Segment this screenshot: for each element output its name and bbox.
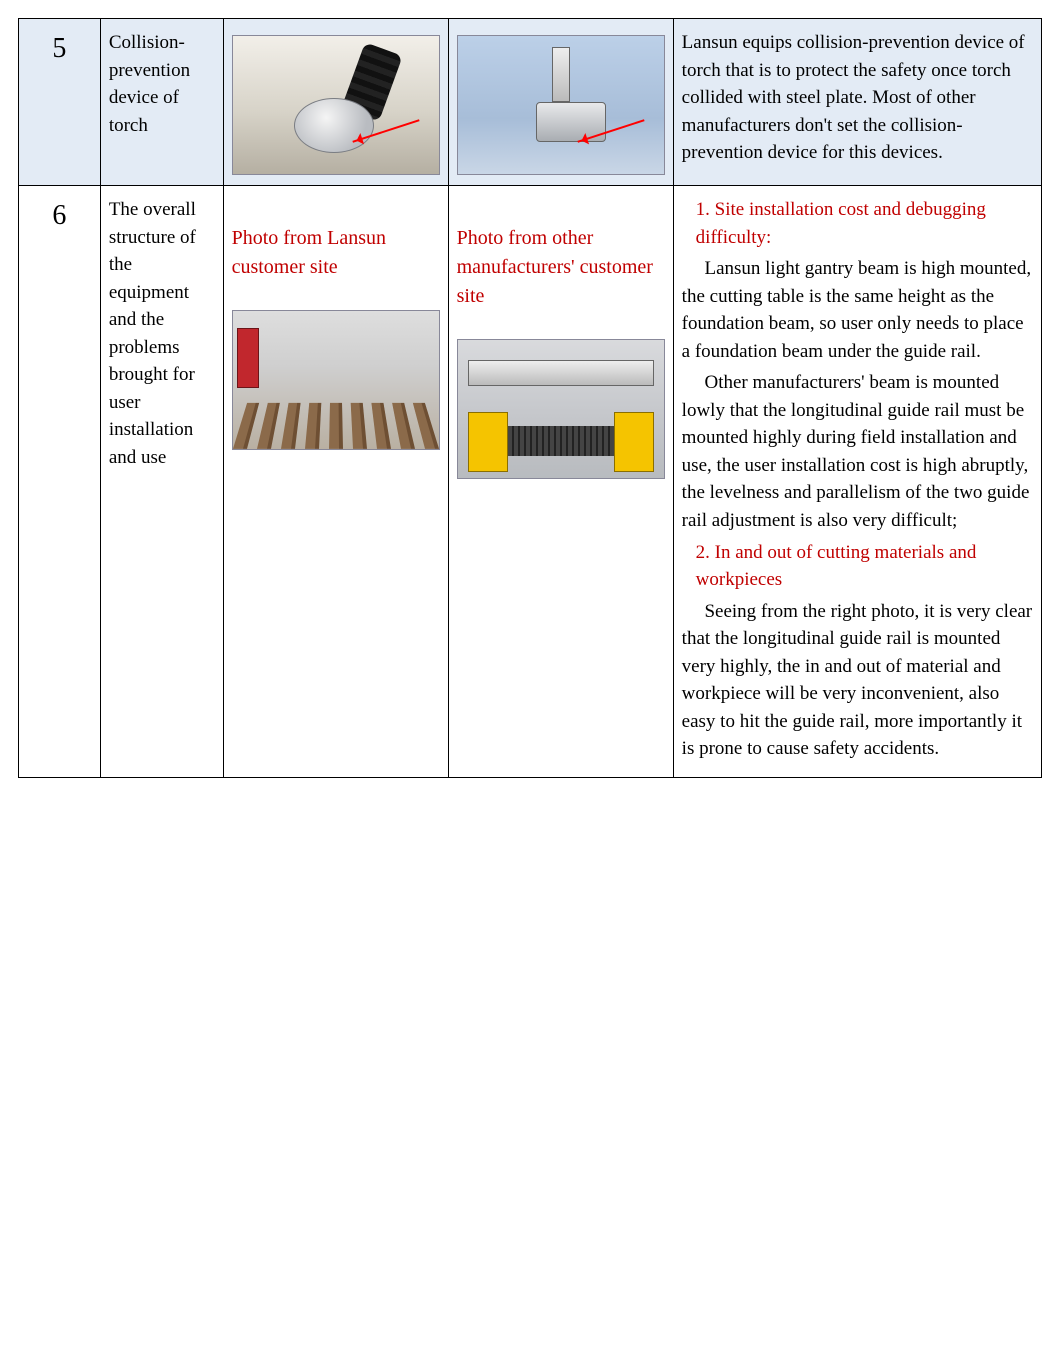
row-title: Collision-prevention device of torch xyxy=(100,19,223,186)
photo-caption-lansun: Photo from Lansun customer site xyxy=(232,224,440,282)
photo-other-customer-site xyxy=(457,339,665,479)
image-cell-other xyxy=(448,19,673,186)
row-title: The overall structure of the equipment a… xyxy=(100,186,223,778)
table-row: 6 The overall structure of the equipment… xyxy=(19,186,1042,778)
description-text: Seeing from the right photo, it is very … xyxy=(682,598,1033,763)
description-text: Lansun equips collision-prevention devic… xyxy=(682,29,1033,167)
photo-caption-other: Photo from other manufacturers' customer… xyxy=(457,224,665,311)
row-number: 6 xyxy=(19,186,101,778)
description-heading-2: 2. In and out of cutting materials and w… xyxy=(682,539,1033,594)
description-heading-1: 1. Site installation cost and debugging … xyxy=(682,196,1033,251)
description-text: Other manufacturers' beam is mounted low… xyxy=(682,369,1033,534)
photo-other-torch-device xyxy=(457,35,665,175)
image-cell-lansun xyxy=(223,19,448,186)
photo-lansun-torch-device xyxy=(232,35,440,175)
table-row: 5 Collision-prevention device of torch L… xyxy=(19,19,1042,186)
description-text: Lansun light gantry beam is high mounted… xyxy=(682,255,1033,365)
row-number: 5 xyxy=(19,19,101,186)
image-cell-lansun: Photo from Lansun customer site xyxy=(223,186,448,778)
description-cell: Lansun equips collision-prevention devic… xyxy=(673,19,1041,186)
description-cell: 1. Site installation cost and debugging … xyxy=(673,186,1041,778)
photo-lansun-customer-site xyxy=(232,310,440,450)
comparison-table: 5 Collision-prevention device of torch L… xyxy=(18,18,1042,778)
image-cell-other: Photo from other manufacturers' customer… xyxy=(448,186,673,778)
